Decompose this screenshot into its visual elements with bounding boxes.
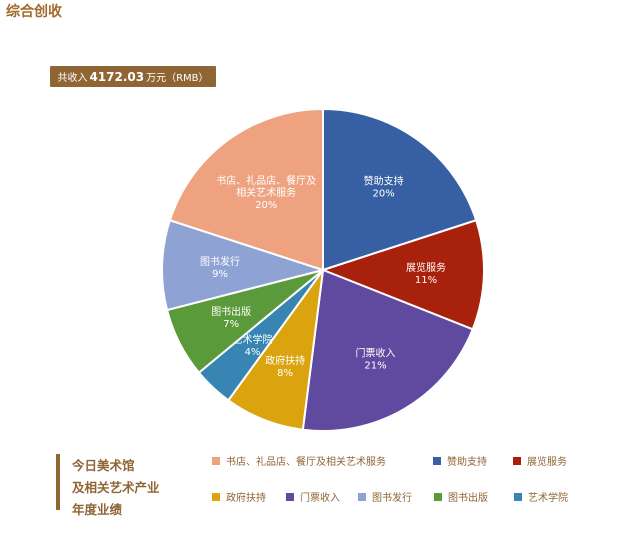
legend-swatch xyxy=(358,492,366,501)
legend-label: 艺术学院 xyxy=(528,493,568,504)
pie-slice-7 xyxy=(168,107,324,272)
slice-name-label-2: 门票收入 xyxy=(356,347,396,360)
legend-swatch xyxy=(514,492,522,501)
caption-line-2: 及相关艺术产业 xyxy=(72,480,160,495)
legend-label: 赞助支持 xyxy=(447,457,487,468)
pie-slice-0 xyxy=(322,107,478,272)
legend-item-5: 图书发行 xyxy=(358,489,412,504)
legend-label: 书店、礼品店、餐厅及相关艺术服务 xyxy=(226,457,386,468)
legend-swatch xyxy=(434,492,442,501)
pie-slice-2 xyxy=(301,268,474,432)
caption-bar xyxy=(56,454,60,510)
legend-label: 图书出版 xyxy=(448,493,488,504)
legend-item-0: 书店、礼品店、餐厅及相关艺术服务 xyxy=(212,453,386,468)
legend-item-2: 展览服务 xyxy=(513,453,567,468)
legend-label: 展览服务 xyxy=(527,457,567,468)
legend-item-7: 艺术学院 xyxy=(514,489,568,504)
slice-name-label-0: 赞助支持 xyxy=(364,175,404,188)
page-title: 综合创收 xyxy=(6,4,62,20)
slice-percent-label-7: 20% xyxy=(255,200,277,211)
legend-swatch xyxy=(513,456,521,465)
pie-slice-6 xyxy=(161,218,327,312)
legend-label: 门票收入 xyxy=(300,493,340,504)
slice-percent-label-6: 9% xyxy=(212,269,228,280)
slice-name-label-1: 展览服务 xyxy=(406,261,446,274)
total-prefix: 共收入 xyxy=(57,73,88,84)
legend-swatch xyxy=(212,456,220,465)
slice-percent-label-1: 11% xyxy=(415,275,437,286)
legend-label: 图书发行 xyxy=(372,493,412,504)
pie-slice-1 xyxy=(320,218,485,331)
slice-name-label-7: 书店、礼品店、餐厅及 xyxy=(216,174,316,187)
legend-swatch xyxy=(433,456,441,465)
legend-swatch xyxy=(286,492,294,501)
slice-name-label-6: 图书发行 xyxy=(200,255,240,268)
slice-name-label-7: 相关艺术服务 xyxy=(236,186,296,199)
legend-item-3: 政府扶持 xyxy=(212,489,266,504)
slice-percent-label-2: 21% xyxy=(364,361,386,372)
caption-text: 今日美术馆 及相关艺术产业 年度业绩 xyxy=(72,455,160,521)
slice-percent-label-5: 7% xyxy=(223,319,239,330)
legend-item-6: 图书出版 xyxy=(434,489,488,504)
legend-item-4: 门票收入 xyxy=(286,489,340,504)
chart-legend: 书店、礼品店、餐厅及相关艺术服务 赞助支持 展览服务政府扶持 门票收入 图书发行 图书出版… xyxy=(212,451,622,511)
legend-swatch xyxy=(212,492,220,501)
caption-line-3: 年度业绩 xyxy=(72,502,123,517)
slice-percent-label-0: 20% xyxy=(372,189,394,200)
legend-item-1: 赞助支持 xyxy=(433,453,487,468)
caption-line-1: 今日美术馆 xyxy=(72,458,135,473)
legend-label: 政府扶持 xyxy=(226,493,266,504)
total-income-badge: 共收入 4172.03 万元（RMB） xyxy=(50,66,216,87)
slice-percent-label-4: 4% xyxy=(245,347,261,358)
total-value: 4172.03 xyxy=(89,69,145,84)
slice-name-label-5: 图书出版 xyxy=(211,305,251,318)
slice-name-label-3: 政府扶持 xyxy=(265,354,305,367)
slice-percent-label-3: 8% xyxy=(277,368,293,379)
total-suffix: 万元（RMB） xyxy=(146,73,209,84)
